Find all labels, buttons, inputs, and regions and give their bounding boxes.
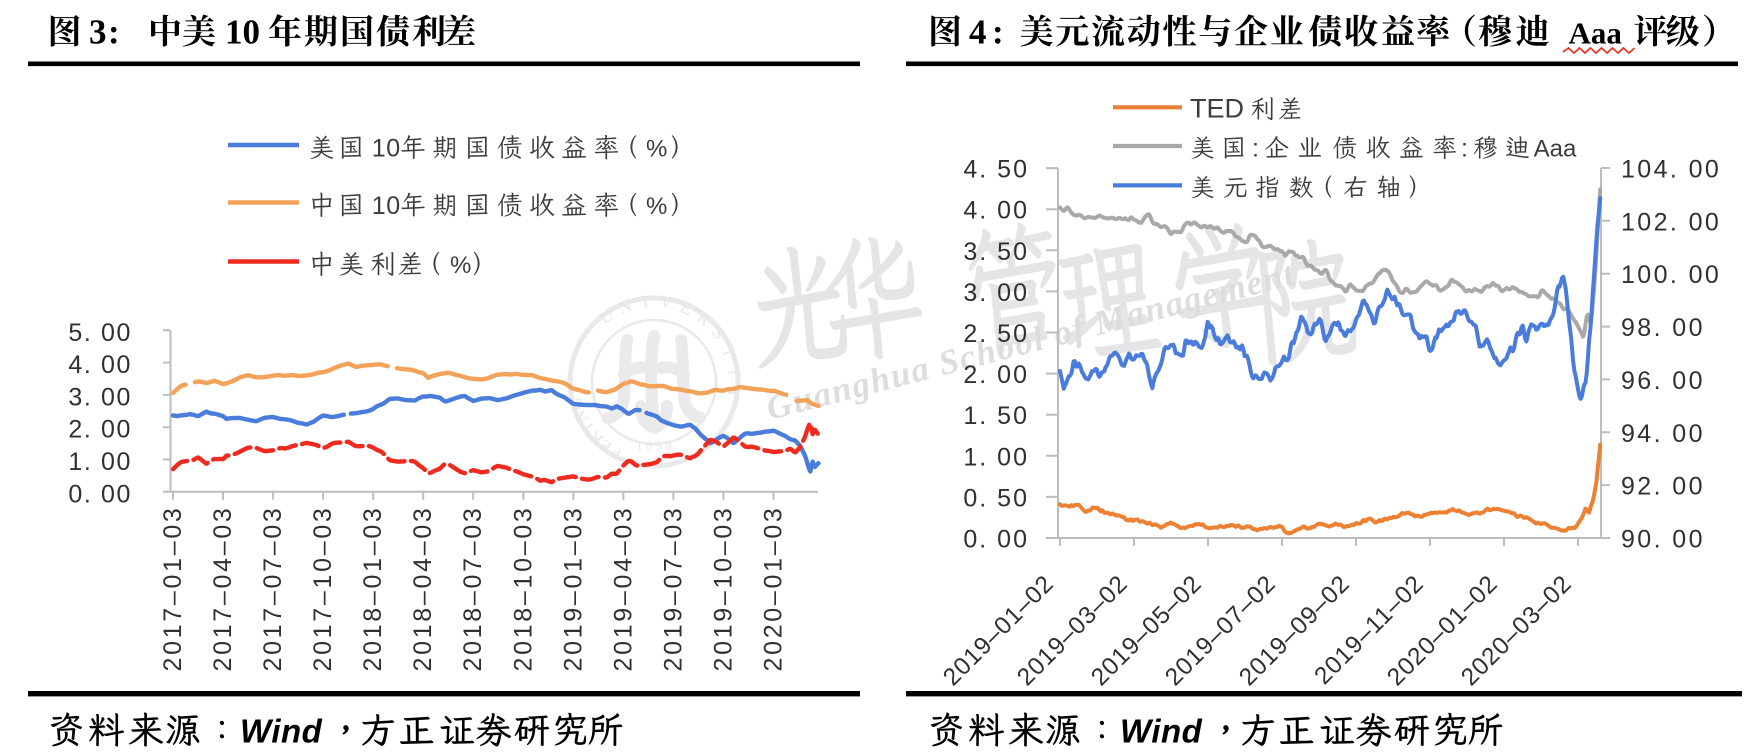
svg-text:92. 00: 92. 00 <box>1621 473 1705 501</box>
svg-text:2017–10–03: 2017–10–03 <box>309 505 337 671</box>
svg-text::: : <box>1461 134 1468 162</box>
svg-text:10: 10 <box>372 192 401 220</box>
svg-text:2018–10–03: 2018–10–03 <box>509 505 537 671</box>
svg-text:96. 00: 96. 00 <box>1621 367 1705 395</box>
svg-text:2019–01–03: 2019–01–03 <box>559 505 587 671</box>
svg-text::: : <box>1252 134 1259 162</box>
svg-text:0. 50: 0. 50 <box>963 484 1029 512</box>
svg-text:%: % <box>646 193 667 220</box>
svg-text:4. 00: 4. 00 <box>68 351 132 379</box>
svg-text:Wind: Wind <box>240 713 323 750</box>
svg-text:2018–04–03: 2018–04–03 <box>409 505 437 671</box>
svg-text:2017–01–03: 2017–01–03 <box>159 505 187 671</box>
svg-text:3: 3 <box>89 13 107 52</box>
svg-text:%: % <box>450 252 471 279</box>
svg-text:3. 50: 3. 50 <box>963 238 1029 266</box>
svg-text:3. 00: 3. 00 <box>963 279 1029 307</box>
svg-text:2019–07–03: 2019–07–03 <box>659 505 687 671</box>
svg-text:2017–04–03: 2017–04–03 <box>209 505 237 671</box>
svg-text:1. 00: 1. 00 <box>68 448 132 476</box>
svg-text:94. 00: 94. 00 <box>1621 420 1705 448</box>
svg-text:TED: TED <box>1190 94 1244 124</box>
svg-text:0. 00: 0. 00 <box>68 480 132 508</box>
svg-text:2020–01–03: 2020–01–03 <box>760 505 788 671</box>
svg-text:%: % <box>646 136 667 163</box>
svg-text::: : <box>108 13 120 52</box>
svg-text:Aaa: Aaa <box>1534 135 1577 162</box>
svg-text:100. 00: 100. 00 <box>1621 261 1721 289</box>
svg-text:V: V <box>658 291 674 313</box>
svg-text:4. 00: 4. 00 <box>963 197 1029 225</box>
svg-text:90. 00: 90. 00 <box>1621 526 1705 554</box>
svg-text:1 8 9 8: 1 8 9 8 <box>636 438 672 453</box>
svg-text:Wind: Wind <box>1120 713 1203 750</box>
svg-text:2018–07–03: 2018–07–03 <box>459 505 487 671</box>
svg-text:0. 00: 0. 00 <box>963 526 1029 554</box>
svg-text:2. 50: 2. 50 <box>963 320 1029 348</box>
svg-text:98. 00: 98. 00 <box>1621 314 1705 342</box>
svg-text:102. 00: 102. 00 <box>1621 208 1721 236</box>
svg-text:104. 00: 104. 00 <box>1621 156 1721 184</box>
svg-text:2019–04–03: 2019–04–03 <box>609 505 637 671</box>
svg-text:T: T <box>724 366 745 379</box>
svg-text:1. 50: 1. 50 <box>963 402 1029 430</box>
svg-text:I: I <box>641 291 649 312</box>
svg-text:10: 10 <box>372 135 401 163</box>
svg-text:3. 00: 3. 00 <box>68 383 132 411</box>
svg-text:2. 00: 2. 00 <box>963 361 1029 389</box>
svg-text:5. 00: 5. 00 <box>68 319 132 347</box>
svg-text:4. 50: 4. 50 <box>963 156 1029 184</box>
svg-text::: : <box>992 13 1004 52</box>
svg-text:10: 10 <box>225 13 260 52</box>
svg-text:4: 4 <box>969 13 987 52</box>
svg-text:2. 00: 2. 00 <box>68 416 132 444</box>
svg-text:Aaa: Aaa <box>1569 16 1623 51</box>
svg-text:2019–10–03: 2019–10–03 <box>709 505 737 671</box>
svg-text:2018–01–03: 2018–01–03 <box>359 505 387 671</box>
svg-text:2017–07–03: 2017–07–03 <box>259 505 287 671</box>
svg-text:1. 00: 1. 00 <box>963 443 1029 471</box>
